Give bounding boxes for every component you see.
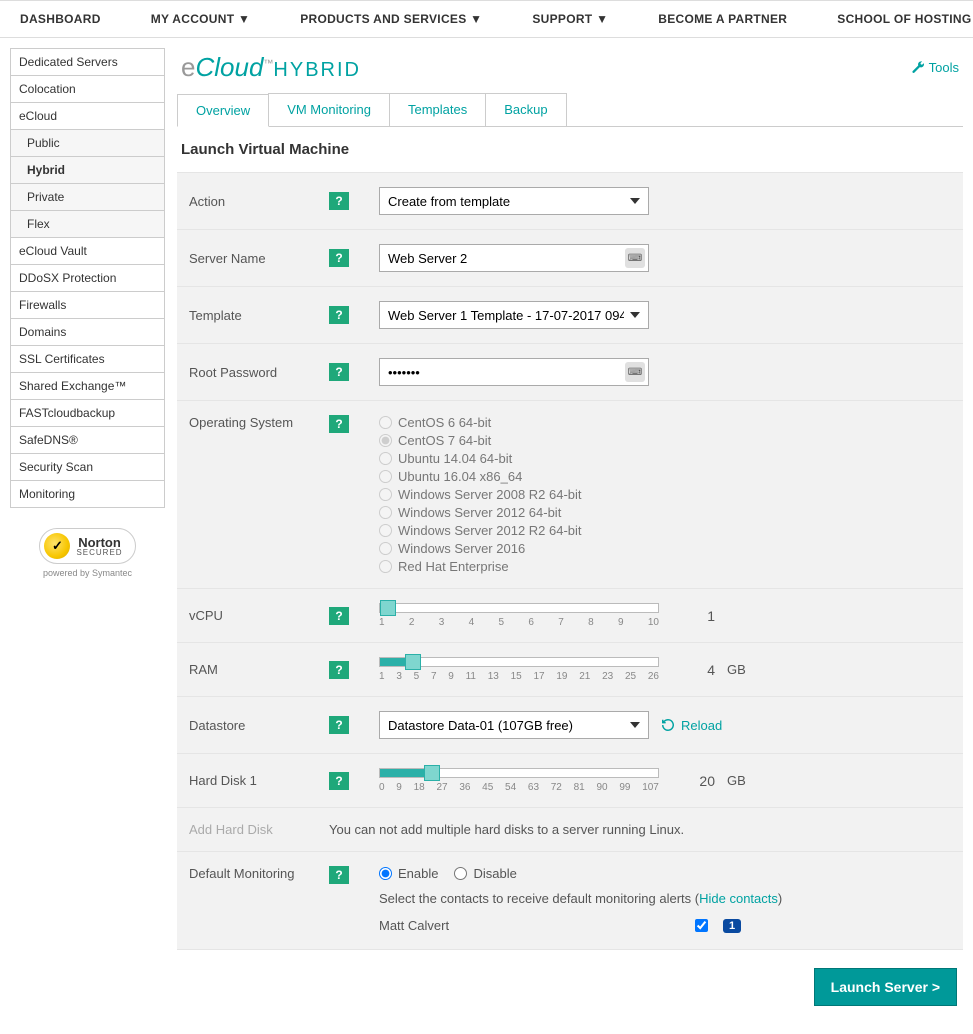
help-icon[interactable]: ? xyxy=(329,249,349,267)
tab[interactable]: Templates xyxy=(389,93,486,126)
server-name-input[interactable] xyxy=(379,244,649,272)
help-icon[interactable]: ? xyxy=(329,415,349,433)
help-icon[interactable]: ? xyxy=(329,306,349,324)
norton-badge: ✓ Norton SECURED powered by Symantec xyxy=(10,528,165,578)
norton-check-icon: ✓ xyxy=(44,533,70,559)
reload-label: Reload xyxy=(681,718,722,733)
os-option[interactable]: Ubuntu 14.04 64-bit xyxy=(379,451,582,466)
ram-value: 4 xyxy=(671,662,715,678)
nav-dashboard[interactable]: DASHBOARD xyxy=(20,12,101,26)
os-label: Operating System xyxy=(189,415,329,430)
monitoring-label: Default Monitoring xyxy=(189,866,329,881)
nav-school[interactable]: SCHOOL OF HOSTING ▼ xyxy=(837,12,973,26)
keyboard-icon: ⌨ xyxy=(625,248,645,268)
action-select[interactable]: Create from template xyxy=(379,187,649,215)
os-option[interactable]: Windows Server 2012 R2 64-bit xyxy=(379,523,582,538)
help-icon[interactable]: ? xyxy=(329,661,349,679)
sidebar-item[interactable]: eCloud Vault xyxy=(11,238,164,265)
nav-my-account[interactable]: MY ACCOUNT ▼ xyxy=(151,12,250,26)
wrench-icon xyxy=(911,60,925,74)
os-option[interactable]: Windows Server 2016 xyxy=(379,541,582,556)
monitoring-enable[interactable]: Enable xyxy=(379,866,438,881)
os-option[interactable]: CentOS 6 64-bit xyxy=(379,415,582,430)
sidebar-item[interactable]: Private xyxy=(11,184,164,211)
os-option[interactable]: Windows Server 2008 R2 64-bit xyxy=(379,487,582,502)
tabs: OverviewVM MonitoringTemplatesBackup xyxy=(177,93,963,127)
action-label: Action xyxy=(189,194,329,209)
help-icon[interactable]: ? xyxy=(329,363,349,381)
monitoring-text: Select the contacts to receive default m… xyxy=(379,891,951,906)
disk1-value: 20 xyxy=(671,773,715,789)
sidebar-item[interactable]: FASTcloudbackup xyxy=(11,400,164,427)
os-option[interactable]: CentOS 7 64-bit xyxy=(379,433,582,448)
server-name-label: Server Name xyxy=(189,251,329,266)
contact-checkbox[interactable] xyxy=(695,919,708,932)
os-option[interactable]: Red Hat Enterprise xyxy=(379,559,582,574)
os-option[interactable]: Ubuntu 16.04 x86_64 xyxy=(379,469,582,484)
norton-line2: SECURED xyxy=(76,549,122,557)
sidebar-item[interactable]: Firewalls xyxy=(11,292,164,319)
sidebar-item[interactable]: Public xyxy=(11,130,164,157)
page-title: Launch Virtual Machine xyxy=(177,127,963,172)
disk1-unit: GB xyxy=(727,773,746,788)
contact-name: Matt Calvert xyxy=(379,918,679,933)
sidebar: Dedicated ServersColocationeCloudPublicH… xyxy=(10,48,165,1024)
disk1-label: Hard Disk 1 xyxy=(189,773,329,788)
sidebar-item[interactable]: Flex xyxy=(11,211,164,238)
root-password-label: Root Password xyxy=(189,365,329,380)
nav-support[interactable]: SUPPORT ▼ xyxy=(532,12,608,26)
help-icon[interactable]: ? xyxy=(329,607,349,625)
sidebar-item[interactable]: Colocation xyxy=(11,76,164,103)
help-icon[interactable]: ? xyxy=(329,192,349,210)
keyboard-icon: ⌨ xyxy=(625,362,645,382)
sidebar-item[interactable]: Shared Exchange™ xyxy=(11,373,164,400)
root-password-input[interactable] xyxy=(379,358,649,386)
sidebar-item[interactable]: Monitoring xyxy=(11,481,164,507)
vcpu-value: 1 xyxy=(671,608,715,624)
reload-icon xyxy=(661,718,675,732)
sidebar-item[interactable]: SSL Certificates xyxy=(11,346,164,373)
main-content: eCloud™HYBRID Tools OverviewVM Monitorin… xyxy=(177,48,963,1024)
norton-line1: Norton xyxy=(76,536,122,549)
nav-partner[interactable]: BECOME A PARTNER xyxy=(658,12,787,26)
sidebar-item[interactable]: Domains xyxy=(11,319,164,346)
nav-products[interactable]: PRODUCTS AND SERVICES ▼ xyxy=(300,12,482,26)
top-nav: DASHBOARD MY ACCOUNT ▼ PRODUCTS AND SERV… xyxy=(0,0,973,38)
monitoring-disable[interactable]: Disable xyxy=(454,866,516,881)
hide-contacts-link[interactable]: Hide contacts xyxy=(699,891,778,906)
tools-label: Tools xyxy=(929,60,959,75)
launch-server-button[interactable]: Launch Server > xyxy=(814,968,957,1006)
sidebar-item[interactable]: eCloud xyxy=(11,103,164,130)
add-disk-note: You can not add multiple hard disks to a… xyxy=(329,822,684,837)
datastore-select[interactable]: Datastore Data-01 (107GB free) xyxy=(379,711,649,739)
ram-unit: GB xyxy=(727,662,746,677)
help-icon[interactable]: ? xyxy=(329,716,349,734)
tab[interactable]: Backup xyxy=(485,93,566,126)
vcpu-slider[interactable]: 12345678910 xyxy=(379,603,659,628)
ram-label: RAM xyxy=(189,662,329,677)
help-icon[interactable]: ? xyxy=(329,772,349,790)
ram-slider[interactable]: 13579111315171921232526 xyxy=(379,657,659,682)
tab[interactable]: Overview xyxy=(177,94,269,127)
tools-link[interactable]: Tools xyxy=(911,60,959,75)
sidebar-item[interactable]: Security Scan xyxy=(11,454,164,481)
reload-link[interactable]: Reload xyxy=(661,718,722,733)
tab[interactable]: VM Monitoring xyxy=(268,93,390,126)
sidebar-item[interactable]: DDoSX Protection xyxy=(11,265,164,292)
contact-count-badge: 1 xyxy=(723,919,741,933)
vcpu-label: vCPU xyxy=(189,608,329,623)
launch-form: Action ? Create from template Server Nam… xyxy=(177,172,963,950)
sidebar-item[interactable]: Dedicated Servers xyxy=(11,49,164,76)
template-label: Template xyxy=(189,308,329,323)
sidebar-item[interactable]: Hybrid xyxy=(11,157,164,184)
norton-sub: powered by Symantec xyxy=(10,568,165,578)
os-option[interactable]: Windows Server 2012 64-bit xyxy=(379,505,582,520)
template-select[interactable]: Web Server 1 Template - 17-07-2017 0944 xyxy=(379,301,649,329)
sidebar-item[interactable]: SafeDNS® xyxy=(11,427,164,454)
help-icon[interactable]: ? xyxy=(329,866,349,884)
brand-logo: eCloud™HYBRID xyxy=(181,52,361,83)
disk1-slider[interactable]: 0918273645546372819099107 xyxy=(379,768,659,793)
add-disk-label: Add Hard Disk xyxy=(189,822,329,837)
datastore-label: Datastore xyxy=(189,718,329,733)
